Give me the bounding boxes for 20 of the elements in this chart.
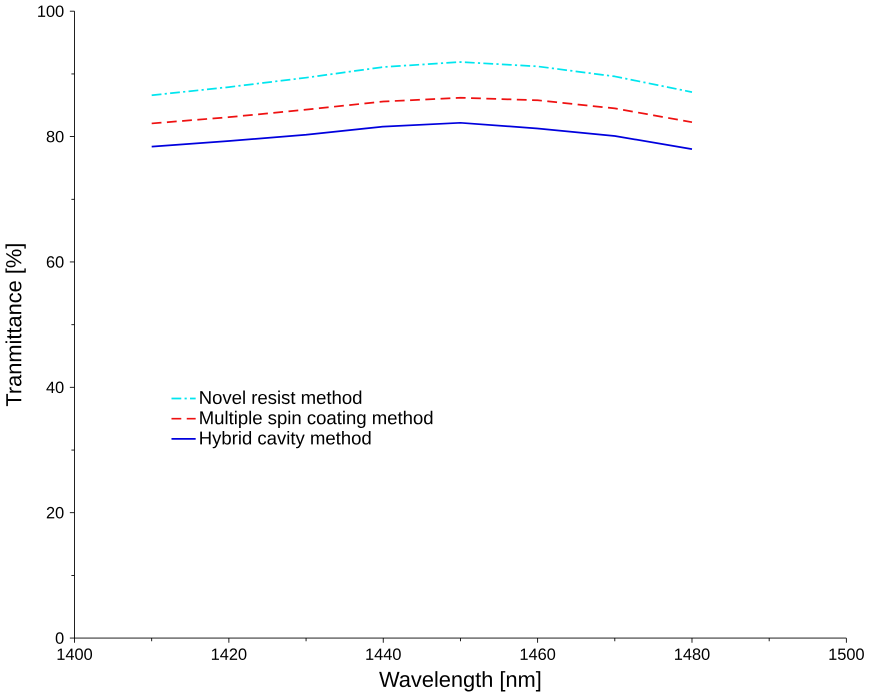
legend-label: Multiple spin coating method [200, 410, 432, 428]
y-tick-label: 60 [46, 256, 64, 268]
y-tick-label: 80 [46, 130, 64, 142]
y-axis-title: Tranmittance [%] [5, 244, 26, 406]
line-series [150, 122, 693, 150]
x-axis-title: Wavelength [nm] [379, 671, 540, 692]
x-tick-label: 1480 [675, 648, 710, 660]
x-tick-label: 1440 [366, 648, 401, 660]
y-tick-label: 100 [38, 5, 64, 18]
line-series [150, 61, 693, 96]
y-tick-label: 40 [46, 382, 64, 394]
x-tick-label: 1460 [520, 648, 556, 660]
x-tick-label: 1400 [58, 648, 92, 660]
legend-label: Novel resist method [200, 390, 362, 404]
y-tick-label: 20 [46, 506, 64, 519]
x-tick-label: 1420 [212, 648, 246, 660]
legend-label: Hybrid cavity method [200, 431, 371, 448]
line-series [150, 96, 693, 124]
x-tick-label: 1500 [829, 648, 864, 660]
y-tick-label: 0 [56, 632, 64, 644]
